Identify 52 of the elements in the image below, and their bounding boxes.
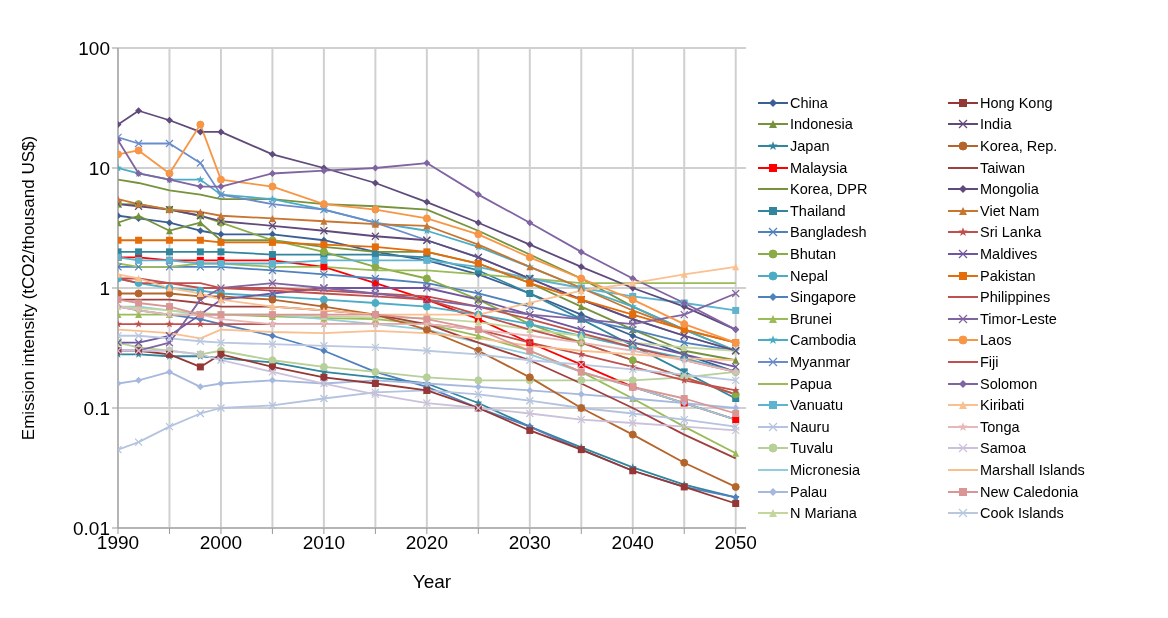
x-tick-label: 2030 (508, 532, 551, 554)
legend-label: Korea, Rep. (980, 138, 1058, 155)
legend-label: Thailand (790, 202, 846, 219)
x-tick-label: 2050 (714, 532, 757, 554)
legend-label: Korea, DPR (790, 181, 868, 198)
y-axis-title: Emission intensity (tCO2/thousand US$) (19, 135, 39, 441)
legend-label: Fiji (980, 353, 999, 370)
legend-label: New Caledonia (980, 483, 1079, 500)
legend-label: Samoa (980, 440, 1026, 457)
legend-label: Timor-Leste (980, 310, 1057, 327)
legend-label: Maldives (980, 246, 1038, 263)
legend-label: China (790, 94, 828, 111)
x-tick-label: 2000 (199, 532, 243, 554)
legend-label: Tuvalu (790, 440, 833, 457)
legend-label: Malaysia (790, 159, 848, 176)
legend-label: Micronesia (790, 461, 861, 478)
legend-label: Mongolia (980, 181, 1039, 198)
legend-label: Brunei (790, 310, 832, 327)
legend-label: Bhutan (790, 246, 836, 263)
legend-label: Hong Kong (980, 94, 1053, 111)
legend-label: Taiwan (980, 159, 1026, 176)
legend-label: Singapore (790, 289, 857, 306)
y-tick-label: 1 (99, 277, 110, 299)
legend-label: Myanmar (790, 353, 851, 370)
x-tick-label: 2010 (302, 532, 346, 554)
legend-label: Palau (790, 483, 828, 500)
x-axis-title: Year (412, 571, 452, 592)
legend-label: Nauru (790, 418, 830, 435)
legend-label: Tonga (980, 418, 1020, 435)
legend-label: Viet Nam (980, 202, 1040, 219)
x-tick-label: 2020 (405, 532, 448, 554)
legend-label: N Mariana (790, 505, 857, 522)
legend-label: Cambodia (790, 332, 857, 349)
legend-label: Japan (790, 138, 830, 155)
legend-label: Papua (790, 375, 832, 392)
legend-label: Vanuatu (790, 397, 843, 414)
legend-label: Marshall Islands (980, 461, 1085, 478)
legend-label: Bangladesh (790, 224, 867, 241)
legend-label: Kiribati (980, 397, 1025, 414)
y-tick-label: 100 (78, 37, 110, 59)
y-tick-label: 10 (88, 157, 110, 179)
legend-label: Cook Islands (980, 505, 1064, 522)
legend-label: Philippines (980, 289, 1051, 306)
legend-label: Indonesia (790, 116, 853, 133)
legend-label: Nepal (790, 267, 828, 284)
legend-label: India (980, 116, 1012, 133)
legend-label: Sri Lanka (980, 224, 1042, 241)
legend-label: Pakistan (980, 267, 1036, 284)
legend-label: Solomon (980, 375, 1038, 392)
legend-label: Laos (980, 332, 1012, 349)
x-tick-label: 2040 (611, 532, 654, 554)
y-tick-label: 0.1 (83, 397, 110, 419)
